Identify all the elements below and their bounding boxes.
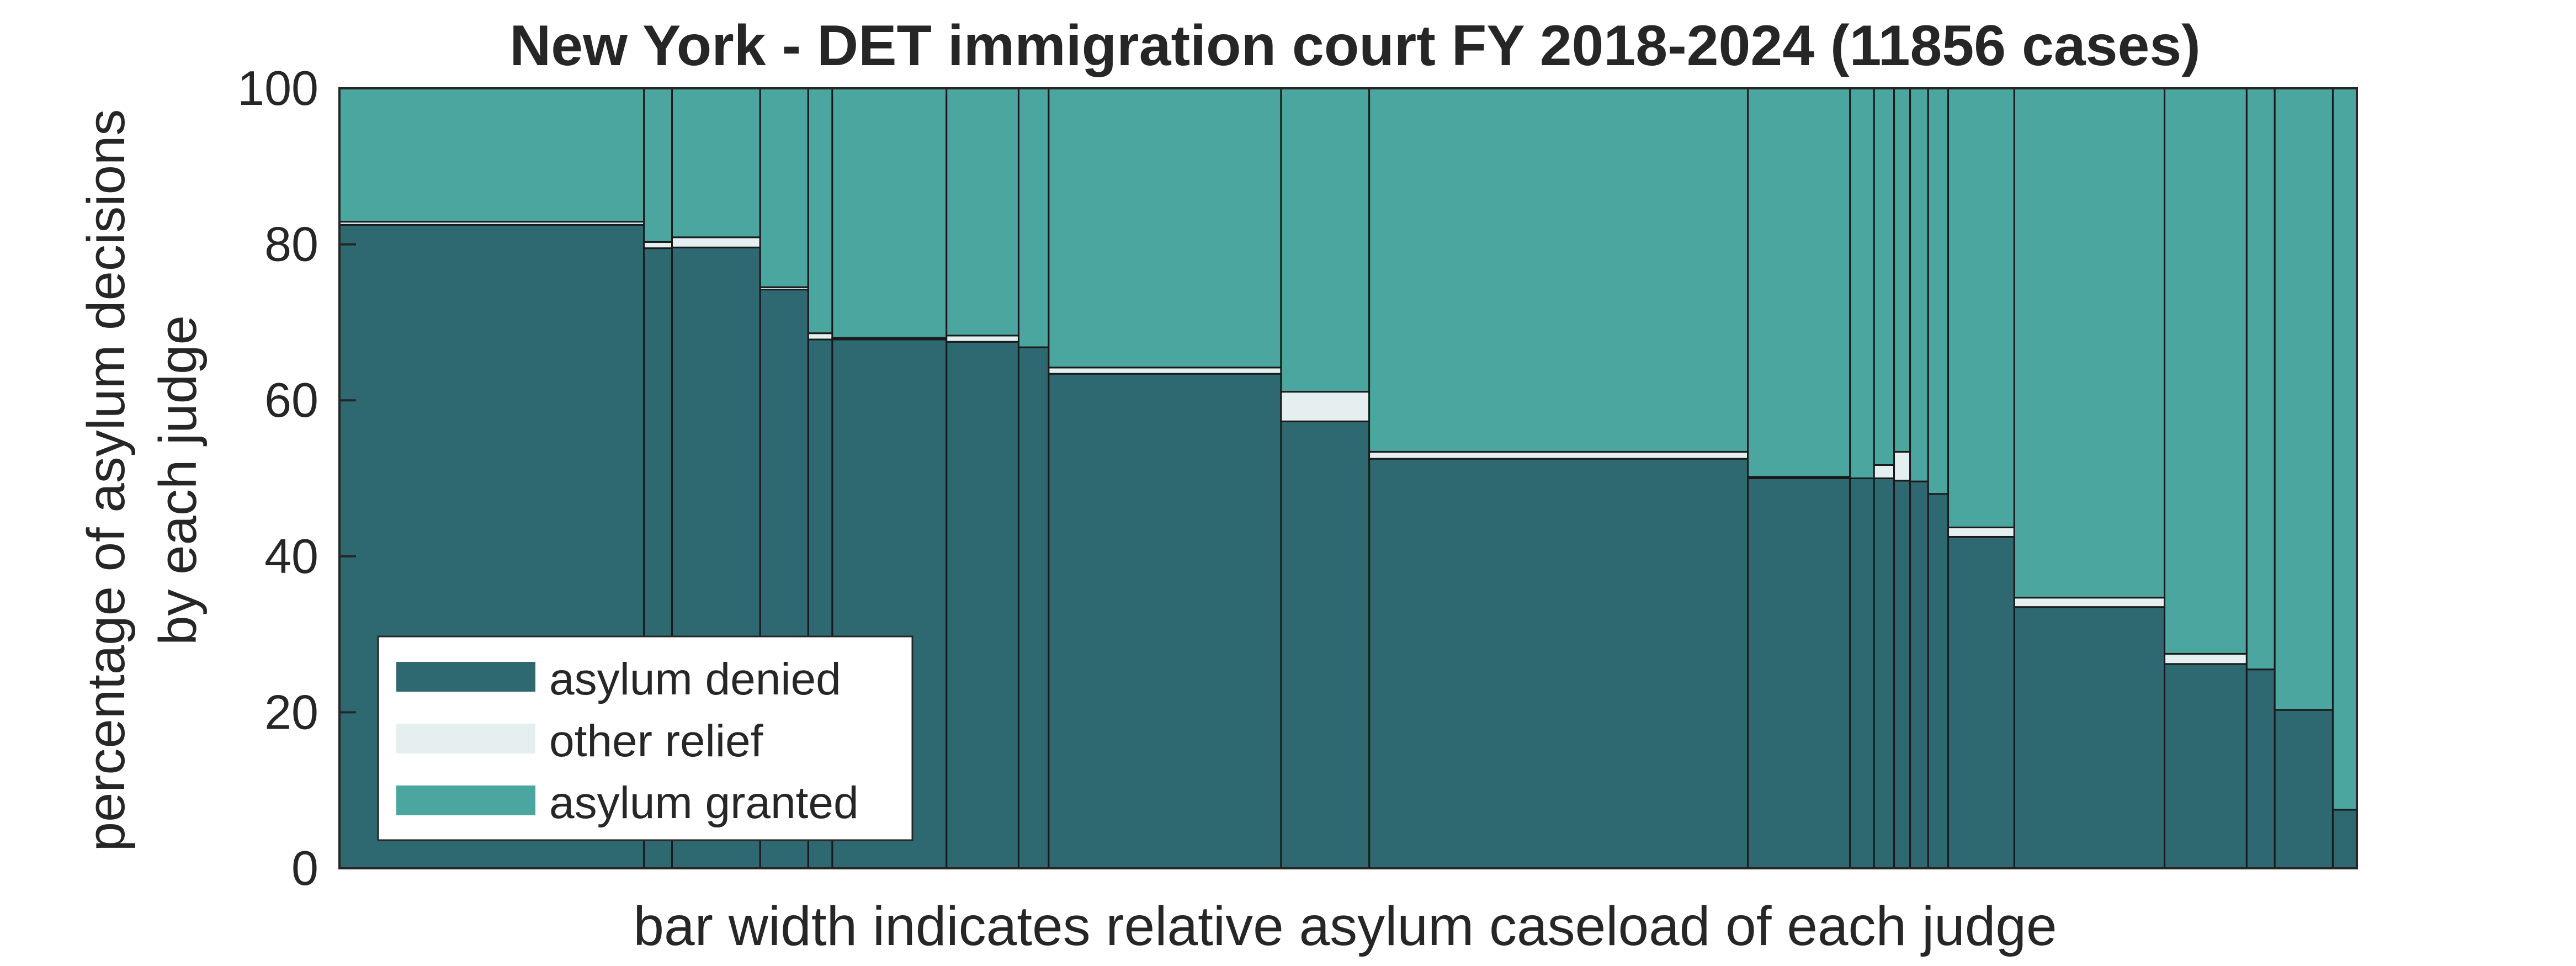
bar-11-other bbox=[1368, 450, 1749, 460]
bar-15-other bbox=[1893, 450, 1911, 482]
bar-11-denied bbox=[1368, 458, 1749, 869]
bar-8-granted bbox=[1017, 87, 1050, 348]
bar-2-other bbox=[643, 241, 673, 250]
bar-14-denied bbox=[1873, 477, 1895, 869]
bar-23-granted bbox=[2331, 87, 2358, 811]
bar-17-granted bbox=[1927, 87, 1950, 495]
bar-10-granted bbox=[1280, 87, 1371, 393]
bar-12-granted bbox=[1747, 87, 1851, 478]
bar-9-other bbox=[1048, 367, 1282, 375]
y-axis-label-line2: by each judge bbox=[148, 315, 208, 645]
bar-7-denied bbox=[946, 341, 1019, 869]
bar-14-other bbox=[1873, 464, 1895, 479]
bar-13-denied bbox=[1849, 477, 1875, 869]
bar-18-granted bbox=[1947, 87, 2015, 529]
bar-18-other bbox=[1947, 527, 2015, 538]
bar-5-other bbox=[807, 332, 833, 341]
legend-label-granted: asylum granted bbox=[549, 778, 859, 828]
bars-layer bbox=[338, 87, 2358, 869]
legend-swatch-denied bbox=[396, 662, 535, 692]
bar-8-denied bbox=[1017, 346, 1050, 869]
bar-15-granted bbox=[1893, 87, 1911, 453]
bar-20-other bbox=[2164, 652, 2248, 665]
y-axis: 0 20 40 60 80 100 bbox=[237, 61, 356, 895]
bar-5-granted bbox=[807, 87, 833, 335]
y-tick-label-40: 40 bbox=[264, 529, 318, 583]
bar-21-granted bbox=[2245, 87, 2276, 671]
bar-23-denied bbox=[2331, 809, 2358, 869]
bar-21-denied bbox=[2245, 668, 2276, 869]
bar-12-denied bbox=[1747, 477, 1851, 869]
y-tick-label-80: 80 bbox=[264, 217, 318, 272]
bar-10-other bbox=[1280, 391, 1371, 422]
y-axis-label-line1: percentage of asylum decisions bbox=[77, 109, 136, 852]
bar-16-denied bbox=[1909, 480, 1929, 869]
bar-3-granted bbox=[671, 87, 761, 238]
bar-22-granted bbox=[2274, 87, 2334, 711]
chart-title: New York - DET immigration court FY 2018… bbox=[509, 14, 2201, 78]
bar-20-granted bbox=[2164, 87, 2248, 655]
bar-14-granted bbox=[1873, 87, 1895, 466]
y-tick-label-20: 20 bbox=[264, 684, 318, 739]
y-tick-label-0: 0 bbox=[291, 841, 318, 895]
bar-13-granted bbox=[1849, 87, 1875, 479]
legend-swatch-granted bbox=[396, 785, 535, 815]
bar-19-granted bbox=[2013, 87, 2166, 599]
bar-2-granted bbox=[643, 87, 673, 243]
y-tick-label-100: 100 bbox=[237, 61, 318, 115]
bar-4-granted bbox=[759, 87, 809, 288]
bar-3-other bbox=[671, 236, 761, 248]
bar-17-denied bbox=[1927, 493, 1950, 869]
bar-9-granted bbox=[1048, 87, 1282, 369]
legend: asylum denied other relief asylum grante… bbox=[377, 635, 913, 841]
bar-7-other bbox=[946, 335, 1019, 343]
bar-9-denied bbox=[1048, 373, 1282, 869]
bar-20-denied bbox=[2164, 663, 2248, 869]
bar-16-granted bbox=[1909, 87, 1929, 482]
y-tick-label-60: 60 bbox=[264, 373, 318, 427]
bar-10-denied bbox=[1280, 420, 1371, 869]
bar-15-denied bbox=[1893, 480, 1911, 869]
legend-label-other: other relief bbox=[549, 716, 763, 766]
bar-18-denied bbox=[1947, 535, 2015, 869]
bar-7-granted bbox=[946, 87, 1019, 337]
legend-label-denied: asylum denied bbox=[549, 654, 841, 704]
bar-1-granted bbox=[338, 87, 645, 223]
bar-6-granted bbox=[831, 87, 948, 339]
bar-19-other bbox=[2013, 597, 2166, 608]
legend-swatch-other bbox=[396, 724, 535, 753]
bar-19-denied bbox=[2013, 606, 2166, 869]
bar-11-granted bbox=[1368, 87, 1749, 453]
x-axis-label: bar width indicates relative asylum case… bbox=[633, 895, 2057, 957]
bar-22-denied bbox=[2274, 709, 2334, 869]
plot-frame bbox=[338, 87, 2358, 869]
